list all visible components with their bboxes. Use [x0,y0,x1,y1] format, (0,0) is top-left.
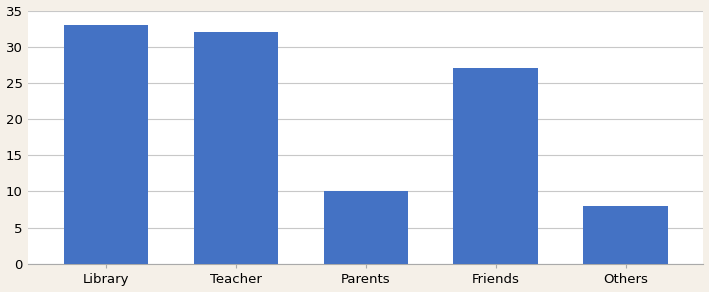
Bar [584,206,668,264]
Bar [64,25,148,264]
Bar [194,32,278,264]
Bar [454,68,538,264]
Bar [323,191,408,264]
